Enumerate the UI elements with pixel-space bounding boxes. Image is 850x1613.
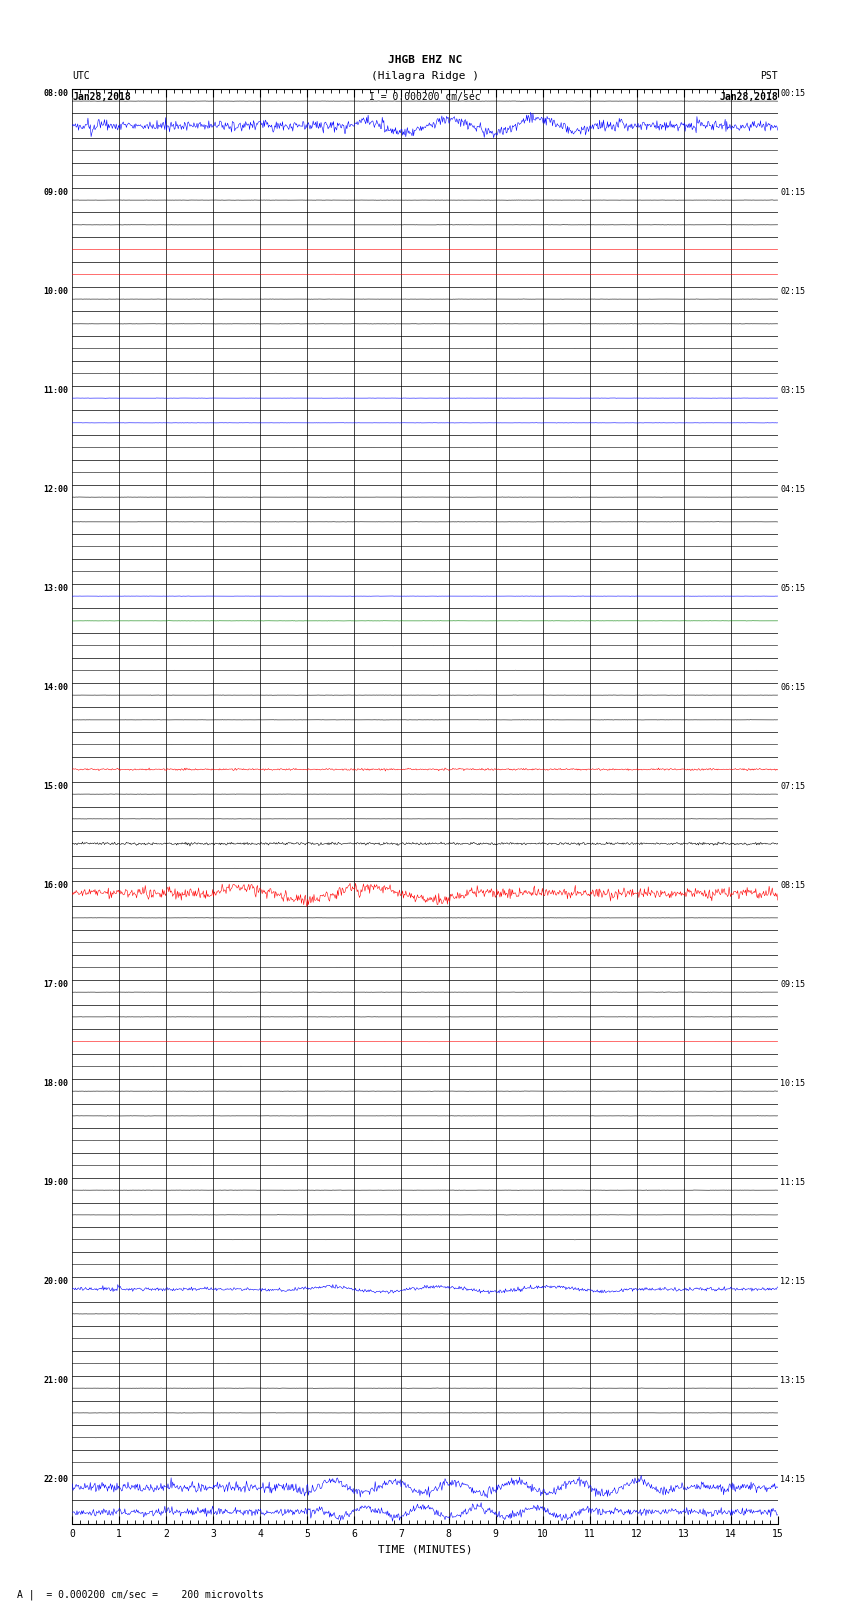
Text: 14:15: 14:15 — [780, 1474, 805, 1484]
Text: Jan28,2018: Jan28,2018 — [72, 92, 131, 102]
Text: 08:15: 08:15 — [780, 881, 805, 890]
Text: Jan28,2018: Jan28,2018 — [719, 92, 778, 102]
Text: PST: PST — [760, 71, 778, 81]
Text: I = 0.000200 cm/sec: I = 0.000200 cm/sec — [369, 92, 481, 102]
Text: 16:00: 16:00 — [43, 881, 69, 890]
Text: 01:15: 01:15 — [780, 187, 805, 197]
Text: 10:15: 10:15 — [780, 1079, 805, 1087]
Text: JHGB EHZ NC: JHGB EHZ NC — [388, 55, 462, 65]
Text: 07:15: 07:15 — [780, 782, 805, 790]
Text: 12:00: 12:00 — [43, 486, 69, 494]
Text: 18:00: 18:00 — [43, 1079, 69, 1087]
Text: 05:15: 05:15 — [780, 584, 805, 592]
Text: 03:15: 03:15 — [780, 386, 805, 395]
Text: 11:15: 11:15 — [780, 1177, 805, 1187]
Text: 13:00: 13:00 — [43, 584, 69, 592]
Text: 02:15: 02:15 — [780, 287, 805, 295]
Text: 13:15: 13:15 — [780, 1376, 805, 1386]
Text: 08:00: 08:00 — [43, 89, 69, 98]
Text: (Hilagra Ridge ): (Hilagra Ridge ) — [371, 71, 479, 81]
Text: 11:00: 11:00 — [43, 386, 69, 395]
Text: 17:00: 17:00 — [43, 979, 69, 989]
Text: 21:00: 21:00 — [43, 1376, 69, 1386]
Text: 19:00: 19:00 — [43, 1177, 69, 1187]
Text: 00:15: 00:15 — [780, 89, 805, 98]
Text: 12:15: 12:15 — [780, 1277, 805, 1286]
Text: 06:15: 06:15 — [780, 682, 805, 692]
Text: A |  = 0.000200 cm/sec =    200 microvolts: A | = 0.000200 cm/sec = 200 microvolts — [17, 1589, 264, 1600]
Text: 09:00: 09:00 — [43, 187, 69, 197]
X-axis label: TIME (MINUTES): TIME (MINUTES) — [377, 1545, 473, 1555]
Text: 14:00: 14:00 — [43, 682, 69, 692]
Text: 04:15: 04:15 — [780, 486, 805, 494]
Text: UTC: UTC — [72, 71, 90, 81]
Text: 09:15: 09:15 — [780, 979, 805, 989]
Text: 10:00: 10:00 — [43, 287, 69, 295]
Text: 20:00: 20:00 — [43, 1277, 69, 1286]
Text: 22:00: 22:00 — [43, 1474, 69, 1484]
Text: 15:00: 15:00 — [43, 782, 69, 790]
